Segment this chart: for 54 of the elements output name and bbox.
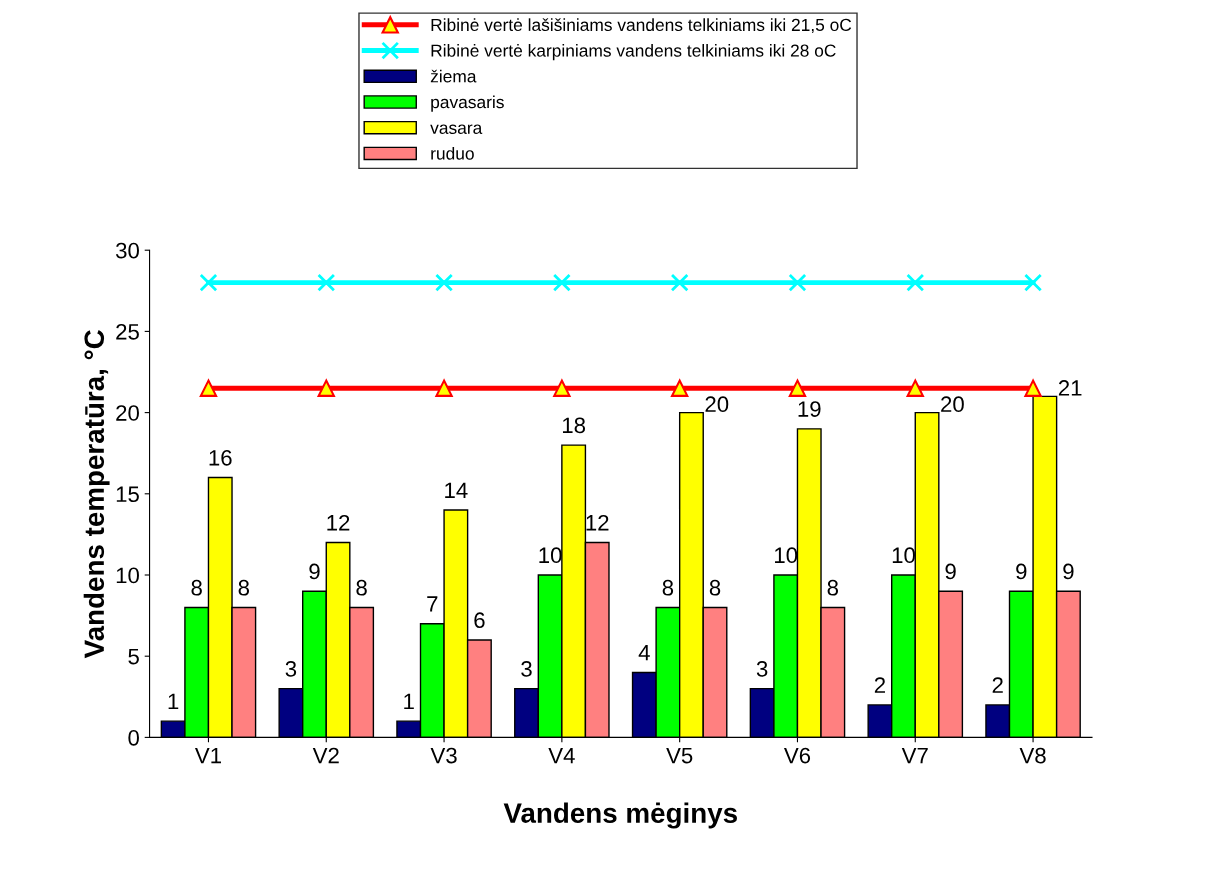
data-label: 2 bbox=[874, 677, 885, 693]
data-label: 19 bbox=[798, 401, 821, 417]
data-label: 12 bbox=[586, 514, 609, 531]
y-tick-label: 15 bbox=[116, 486, 139, 503]
x-axis-title: Vandens mėginys bbox=[503, 802, 737, 829]
data-label: 9 bbox=[1063, 563, 1074, 580]
data-label: 9 bbox=[945, 563, 956, 580]
data-label: 8 bbox=[191, 579, 202, 596]
y-axis-title: Vandens temperatūra, °C bbox=[83, 329, 110, 659]
legend-label: vasara bbox=[430, 124, 483, 134]
x-tick-label: V3 bbox=[430, 747, 457, 764]
y-tick-label: 5 bbox=[128, 648, 139, 665]
y-tick-label: 30 bbox=[115, 242, 139, 259]
data-label: 7 bbox=[427, 596, 438, 612]
data-label: 8 bbox=[356, 579, 367, 596]
data-label: 3 bbox=[756, 661, 768, 677]
y-tick-label: 10 bbox=[116, 567, 139, 584]
data-label: 2 bbox=[992, 677, 1003, 693]
data-label: 6 bbox=[474, 612, 485, 629]
data-label: 10 bbox=[775, 547, 798, 564]
data-label: 10 bbox=[892, 547, 915, 564]
data-label: 16 bbox=[209, 449, 232, 466]
legend-label: ruduo bbox=[431, 146, 474, 160]
legend-label: žiema bbox=[430, 69, 477, 83]
data-label: 18 bbox=[562, 417, 586, 434]
data-label: 8 bbox=[709, 579, 721, 596]
data-label: 8 bbox=[827, 579, 839, 596]
data-label: 21 bbox=[1058, 380, 1082, 396]
data-label: 20 bbox=[941, 396, 964, 413]
y-tick-label: 0 bbox=[128, 729, 139, 746]
legend-label: Ribinė vertė karpiniams vandens telkiniams iki 28 oC bbox=[431, 44, 836, 61]
data-label: 1 bbox=[168, 693, 179, 710]
data-label: 8 bbox=[238, 579, 250, 596]
y-tick-label: 20 bbox=[116, 405, 139, 421]
x-tick-label: V7 bbox=[901, 747, 928, 764]
x-tick-label: V6 bbox=[783, 747, 811, 764]
data-label: 3 bbox=[285, 661, 297, 677]
data-label: 3 bbox=[521, 661, 532, 677]
x-tick-label: V4 bbox=[548, 747, 575, 764]
data-label: 14 bbox=[445, 482, 468, 498]
data-label: 4 bbox=[638, 645, 650, 661]
data-label: 8 bbox=[662, 579, 674, 596]
legend-label: pavasaris bbox=[431, 95, 504, 112]
x-tick-label: V1 bbox=[194, 747, 221, 764]
x-tick-label: V2 bbox=[312, 747, 339, 764]
legend-label: Ribinė vertė lašišiniams vandens telkiniams iki 21,5 oC bbox=[431, 18, 852, 34]
data-label: 1 bbox=[404, 693, 414, 710]
data-label: 9 bbox=[1016, 563, 1027, 580]
data-label: 9 bbox=[309, 563, 320, 580]
x-tick-label: V8 bbox=[1019, 747, 1046, 764]
y-tick-label: 25 bbox=[116, 323, 139, 340]
data-label: 12 bbox=[327, 514, 350, 531]
data-label: 20 bbox=[705, 396, 729, 413]
x-tick-label: V5 bbox=[666, 747, 693, 764]
